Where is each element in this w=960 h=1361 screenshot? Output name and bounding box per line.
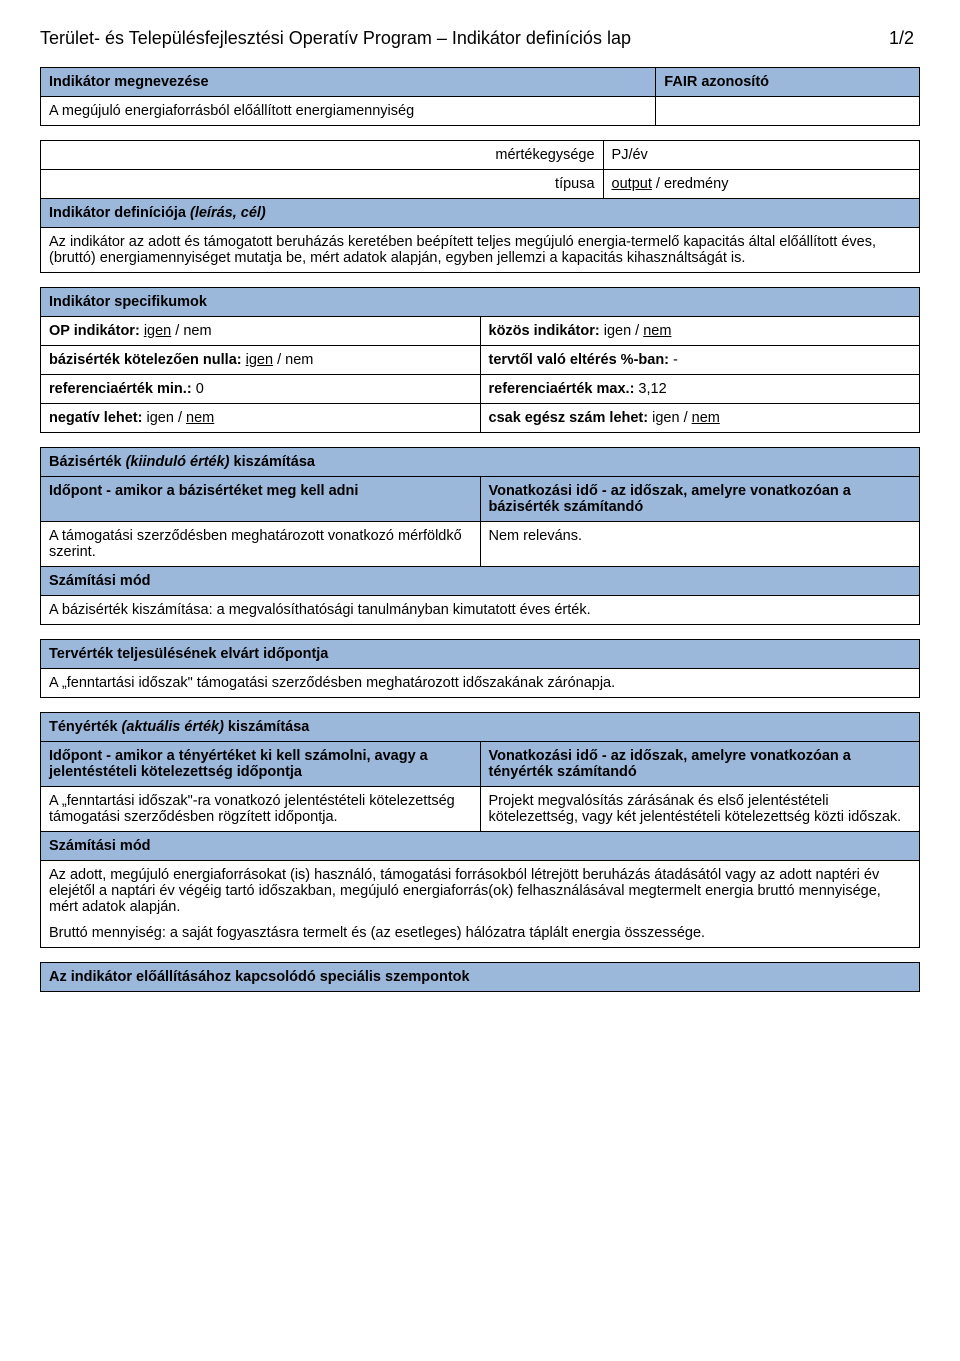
spec-row-3-left: negatív lehet: igen / nem (41, 404, 481, 433)
label-spec-title: Indikátor specifikumok (41, 288, 920, 317)
spec-row-1-right: tervtől való eltérés %-ban: - (480, 346, 920, 375)
value-terv-text: A „fenntartási időszak" támogatási szerz… (41, 669, 920, 698)
value-indikator-megnevezese: A megújuló energiaforrásból előállított … (41, 97, 656, 126)
spec-row-1-left: bázisérték kötelezően nulla: igen / nem (41, 346, 481, 375)
label-mertekegysege: mértékegysége (41, 141, 604, 170)
value-teny-vonat: Projekt megvalósítás zárásának és első j… (480, 787, 920, 832)
page-header: Terület- és Településfejlesztési Operatí… (40, 28, 920, 49)
label-fair-azonosito: FAIR azonosító (656, 68, 920, 97)
doc-title: Terület- és Településfejlesztési Operatí… (40, 28, 631, 49)
tipus-underline: output (612, 176, 652, 192)
value-mertekegysege: PJ/év (603, 141, 919, 170)
label-terv-title: Tervérték teljesülésének elvárt időpontj… (41, 640, 920, 669)
terv-table: Tervérték teljesülésének elvárt időpontj… (40, 639, 920, 698)
value-teny-szam: Az adott, megújuló energiaforrásokat (is… (41, 861, 920, 948)
label-special-title: Az indikátor előállításához kapcsolódó s… (41, 963, 920, 992)
tipus-rest: / eredmény (652, 176, 729, 192)
teny-table: Tényérték (aktuális érték) kiszámítása I… (40, 712, 920, 948)
label-bazis-szam: Számítási mód (41, 567, 920, 596)
label-teny-idopont: Időpont - amikor a tényértéket ki kell s… (41, 742, 481, 787)
label-bazis-idopont: Időpont - amikor a bázisértéket meg kell… (41, 477, 481, 522)
bazis-table: Bázisérték (kiinduló érték) kiszámítása … (40, 447, 920, 625)
teny-szam-p1: Az adott, megújuló energiaforrásokat (is… (49, 867, 911, 915)
label-bazis-title: Bázisérték (kiinduló érték) kiszámítása (41, 448, 920, 477)
teny-szam-p2: Bruttó mennyiség: a saját fogyasztásra t… (49, 925, 911, 941)
special-table: Az indikátor előállításához kapcsolódó s… (40, 962, 920, 992)
spec-row-3-right: csak egész szám lehet: igen / nem (480, 404, 920, 433)
spec-row-2-right: referenciaérték max.: 3,12 (480, 375, 920, 404)
label-bazis-vonat: Vonatkozási idő - az időszak, amelyre vo… (480, 477, 920, 522)
value-tipusa: output / eredmény (603, 170, 919, 199)
label-tipusa: típusa (41, 170, 604, 199)
spec-row-0-left: OP indikátor: igen / nem (41, 317, 481, 346)
label-teny-szam: Számítási mód (41, 832, 920, 861)
indicator-name-table: Indikátor megnevezése FAIR azonosító A m… (40, 67, 920, 126)
definition-table: mértékegysége PJ/év típusa output / ered… (40, 140, 920, 273)
label-teny-title: Tényérték (aktuális érték) kiszámítása (41, 713, 920, 742)
label-indikator-megnevezese: Indikátor megnevezése (41, 68, 656, 97)
label-teny-vonat: Vonatkozási idő - az időszak, amelyre vo… (480, 742, 920, 787)
value-bazis-idopont: A támogatási szerződésben meghatározott … (41, 522, 481, 567)
value-indikator-definicioja: Az indikátor az adott és támogatott beru… (41, 228, 920, 273)
value-bazis-szam: A bázisérték kiszámítása: a megvalósítha… (41, 596, 920, 625)
spec-row-0-right: közös indikátor: igen / nem (480, 317, 920, 346)
value-teny-idopont: A „fenntartási időszak"-ra vonatkozó jel… (41, 787, 481, 832)
spec-table: Indikátor specifikumok OP indikátor: ige… (40, 287, 920, 433)
spec-row-2-left: referenciaérték min.: 0 (41, 375, 481, 404)
value-fair-azonosito (656, 97, 920, 126)
page-number: 1/2 (889, 28, 920, 49)
label-indikator-definicioja: Indikátor definíciója (leírás, cél) (41, 199, 920, 228)
value-bazis-vonat: Nem releváns. (480, 522, 920, 567)
